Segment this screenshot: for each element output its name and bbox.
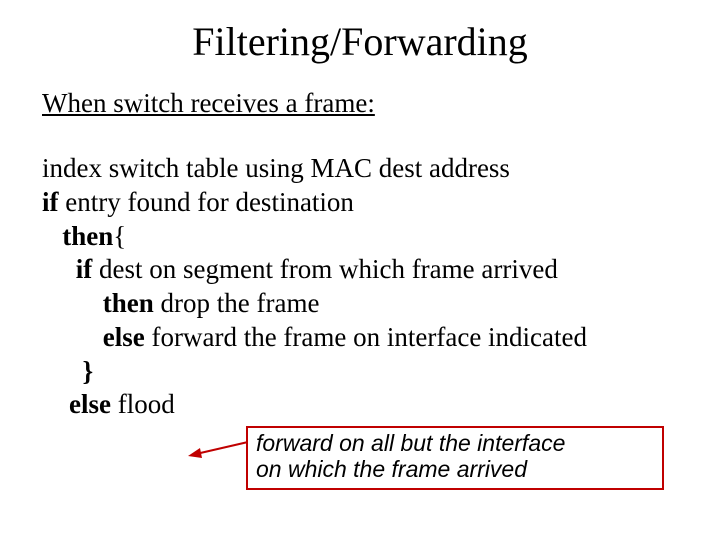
kw-else: else — [103, 322, 145, 352]
pseudo-l3b: { — [113, 221, 126, 251]
pseudocode-block: index switch table using MAC dest addres… — [42, 152, 682, 422]
annotation-box: forward on all but the interface on whic… — [246, 426, 664, 490]
pseudo-line-2: if entry found for destination — [42, 186, 682, 220]
pseudo-line-7: } — [42, 355, 682, 389]
annotation-line-2: on which the frame arrived — [256, 456, 654, 482]
pseudo-line-3: then{ — [42, 220, 682, 254]
pseudo-line-4: if dest on segment from which frame arri… — [42, 253, 682, 287]
kw-then: then — [62, 221, 113, 251]
pseudo-l8b: flood — [111, 389, 175, 419]
pseudo-l6b: forward the frame on interface indicated — [145, 322, 587, 352]
kw-if-2: if — [76, 254, 93, 284]
pseudo-line-6: else forward the frame on interface indi… — [42, 321, 682, 355]
pseudo-line-5: then drop the frame — [42, 287, 682, 321]
pseudo-line-1: index switch table using MAC dest addres… — [42, 152, 682, 186]
kw-if: if — [42, 187, 59, 217]
kw-then-2: then — [103, 288, 154, 318]
kw-else-2: else — [69, 389, 111, 419]
slide-title: Filtering/Forwarding — [0, 18, 720, 65]
pseudo-l4b: dest on segment from which frame arrived — [92, 254, 558, 284]
pseudo-line-8: else flood — [42, 388, 682, 422]
pseudo-l5b: drop the frame — [154, 288, 320, 318]
brace-close: } — [83, 356, 94, 386]
annotation-line-1: forward on all but the interface — [256, 430, 654, 456]
pseudo-l2b: entry found for destination — [59, 187, 354, 217]
arrow-icon — [186, 436, 250, 460]
slide-subtitle: When switch receives a frame: — [42, 88, 375, 119]
slide: Filtering/Forwarding When switch receive… — [0, 0, 720, 540]
